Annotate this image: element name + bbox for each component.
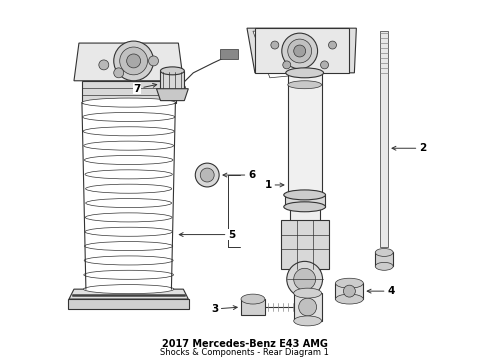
Ellipse shape	[84, 242, 172, 251]
Ellipse shape	[335, 278, 363, 288]
Text: 3: 3	[210, 304, 237, 314]
Text: 6: 6	[223, 170, 255, 180]
Circle shape	[298, 298, 316, 316]
Ellipse shape	[374, 248, 392, 256]
Ellipse shape	[283, 202, 325, 212]
Ellipse shape	[293, 288, 321, 298]
Text: 4: 4	[366, 286, 394, 296]
Bar	[241, 299, 264, 315]
Circle shape	[320, 61, 328, 69]
Circle shape	[195, 163, 219, 187]
Ellipse shape	[84, 256, 173, 265]
Polygon shape	[156, 89, 188, 100]
Bar	[82, 81, 176, 103]
Circle shape	[270, 41, 278, 49]
Text: 5: 5	[179, 230, 235, 239]
Circle shape	[293, 268, 315, 290]
Bar	[289, 207, 319, 271]
Bar	[380, 31, 387, 247]
Ellipse shape	[83, 285, 174, 294]
Circle shape	[114, 41, 153, 81]
Bar	[280, 220, 328, 269]
Circle shape	[120, 47, 147, 75]
Bar	[68, 299, 189, 309]
Circle shape	[293, 45, 305, 57]
Ellipse shape	[241, 294, 264, 304]
Polygon shape	[69, 289, 188, 299]
Bar	[335, 283, 363, 299]
Circle shape	[328, 41, 336, 49]
Ellipse shape	[85, 184, 171, 193]
Circle shape	[170, 83, 186, 99]
Text: 2: 2	[391, 143, 426, 153]
Circle shape	[343, 285, 355, 297]
Circle shape	[99, 60, 108, 70]
Bar	[293, 293, 321, 321]
Ellipse shape	[374, 262, 392, 270]
Ellipse shape	[160, 67, 184, 75]
Ellipse shape	[83, 141, 173, 150]
Ellipse shape	[335, 294, 363, 304]
Ellipse shape	[82, 98, 175, 107]
Bar	[160, 71, 184, 89]
Bar	[374, 252, 392, 266]
Polygon shape	[252, 31, 349, 78]
Polygon shape	[246, 28, 356, 73]
Bar	[254, 28, 349, 73]
Text: Shocks & Components - Rear Diagram 1: Shocks & Components - Rear Diagram 1	[160, 348, 328, 357]
Circle shape	[200, 168, 214, 182]
Ellipse shape	[84, 156, 173, 165]
Ellipse shape	[283, 190, 325, 200]
Ellipse shape	[83, 127, 174, 136]
Circle shape	[286, 261, 322, 297]
Ellipse shape	[82, 112, 174, 121]
Bar	[284, 195, 324, 207]
Ellipse shape	[85, 227, 172, 236]
Ellipse shape	[285, 68, 323, 78]
Ellipse shape	[83, 270, 173, 279]
Circle shape	[287, 39, 311, 63]
Ellipse shape	[287, 81, 321, 89]
Ellipse shape	[85, 170, 172, 179]
Bar	[287, 73, 321, 195]
Polygon shape	[74, 43, 183, 81]
Text: 1: 1	[264, 180, 284, 190]
Circle shape	[126, 54, 141, 68]
Ellipse shape	[293, 316, 321, 326]
Circle shape	[281, 33, 317, 69]
Text: 7: 7	[133, 84, 156, 94]
Circle shape	[282, 61, 290, 69]
Circle shape	[114, 68, 123, 78]
Ellipse shape	[85, 213, 172, 222]
Circle shape	[148, 56, 158, 66]
Bar	[220, 49, 238, 59]
Ellipse shape	[85, 198, 171, 208]
Text: 2017 Mercedes-Benz E43 AMG: 2017 Mercedes-Benz E43 AMG	[161, 339, 327, 349]
